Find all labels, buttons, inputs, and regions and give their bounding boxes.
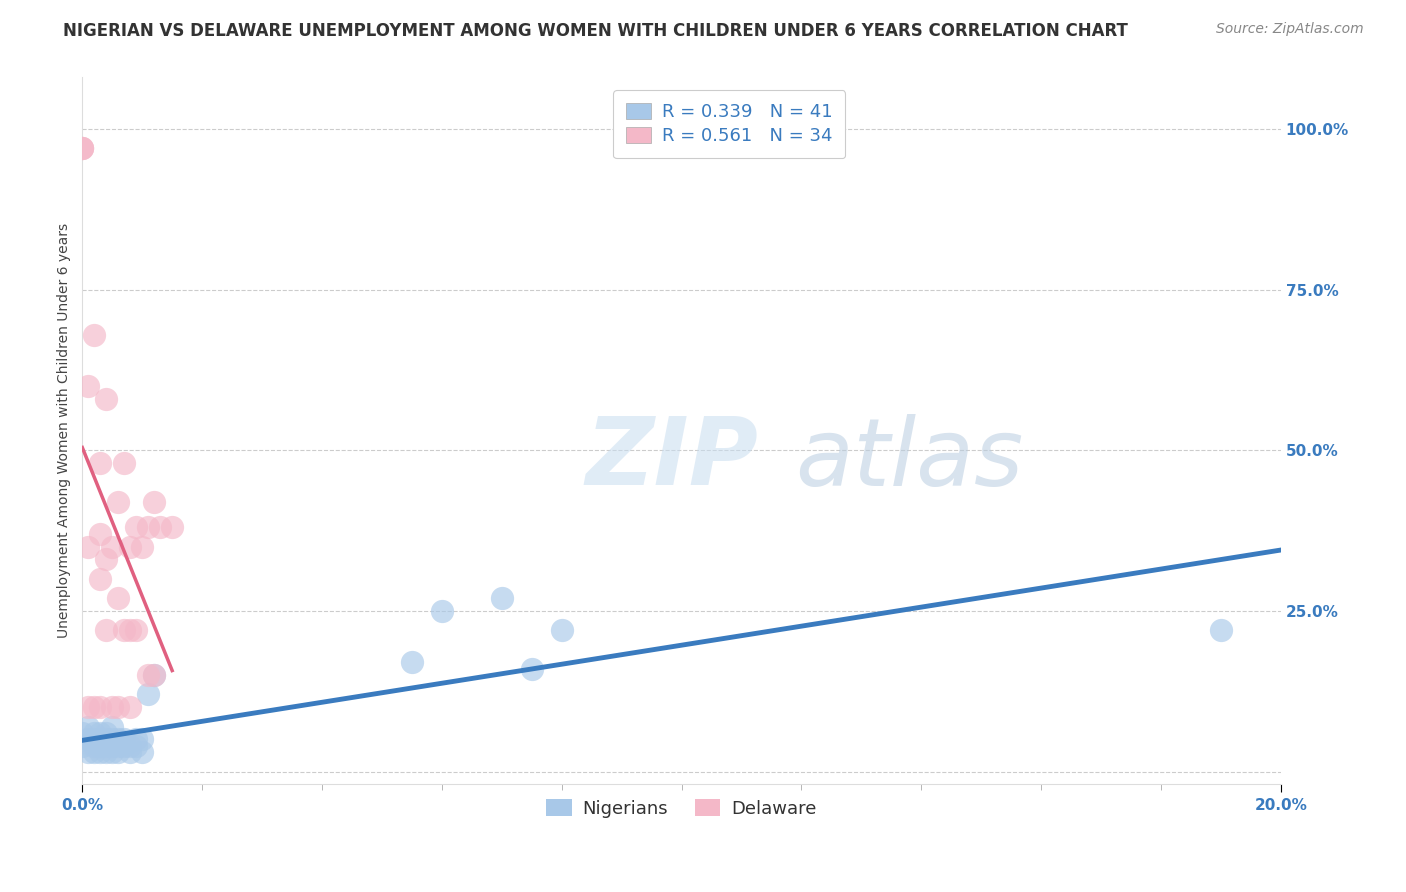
Point — [72, 739, 94, 753]
Point — [520, 662, 543, 676]
Point — [83, 739, 105, 753]
Point — [96, 726, 118, 740]
Point — [136, 520, 159, 534]
Point — [125, 739, 148, 753]
Point — [120, 540, 142, 554]
Point — [89, 456, 111, 470]
Point — [77, 745, 100, 759]
Point — [89, 732, 111, 747]
Text: Source: ZipAtlas.com: Source: ZipAtlas.com — [1216, 22, 1364, 37]
Point — [83, 327, 105, 342]
Point — [96, 732, 118, 747]
Point — [89, 572, 111, 586]
Text: atlas: atlas — [796, 414, 1024, 505]
Point — [101, 700, 124, 714]
Point — [107, 700, 129, 714]
Point — [101, 745, 124, 759]
Point — [77, 700, 100, 714]
Point — [96, 739, 118, 753]
Point — [101, 739, 124, 753]
Point — [136, 668, 159, 682]
Point — [401, 656, 423, 670]
Point — [149, 520, 172, 534]
Point — [89, 700, 111, 714]
Point — [96, 392, 118, 406]
Point — [96, 745, 118, 759]
Text: NIGERIAN VS DELAWARE UNEMPLOYMENT AMONG WOMEN WITH CHILDREN UNDER 6 YEARS CORREL: NIGERIAN VS DELAWARE UNEMPLOYMENT AMONG … — [63, 22, 1128, 40]
Point — [83, 732, 105, 747]
Legend: Nigerians, Delaware: Nigerians, Delaware — [538, 792, 824, 825]
Point — [101, 540, 124, 554]
Point — [125, 520, 148, 534]
Point — [89, 726, 111, 740]
Point — [491, 591, 513, 605]
Point — [96, 623, 118, 637]
Point — [83, 745, 105, 759]
Point — [89, 739, 111, 753]
Point — [131, 732, 153, 747]
Point — [89, 526, 111, 541]
Point — [131, 540, 153, 554]
Point — [160, 520, 183, 534]
Point — [107, 739, 129, 753]
Point — [550, 623, 572, 637]
Point — [120, 700, 142, 714]
Point — [1209, 623, 1232, 637]
Y-axis label: Unemployment Among Women with Children Under 6 years: Unemployment Among Women with Children U… — [58, 223, 72, 639]
Point — [125, 732, 148, 747]
Point — [89, 739, 111, 753]
Point — [77, 540, 100, 554]
Point — [72, 141, 94, 155]
Point — [112, 623, 135, 637]
Point — [77, 379, 100, 393]
Point — [125, 623, 148, 637]
Point — [83, 700, 105, 714]
Point — [131, 745, 153, 759]
Point — [120, 623, 142, 637]
Point — [107, 745, 129, 759]
Point — [96, 552, 118, 566]
Point — [72, 141, 94, 155]
Point — [136, 688, 159, 702]
Point — [89, 745, 111, 759]
Point — [120, 739, 142, 753]
Point — [430, 604, 453, 618]
Point — [72, 141, 94, 155]
Point — [112, 739, 135, 753]
Point — [143, 668, 166, 682]
Point — [143, 494, 166, 508]
Point — [143, 668, 166, 682]
Point — [101, 720, 124, 734]
Point — [107, 591, 129, 605]
Text: ZIP: ZIP — [586, 413, 758, 505]
Point — [120, 745, 142, 759]
Point — [72, 726, 94, 740]
Point — [77, 732, 100, 747]
Point — [77, 720, 100, 734]
Point — [107, 732, 129, 747]
Point — [112, 732, 135, 747]
Point — [101, 732, 124, 747]
Point — [83, 726, 105, 740]
Point — [107, 494, 129, 508]
Point — [112, 456, 135, 470]
